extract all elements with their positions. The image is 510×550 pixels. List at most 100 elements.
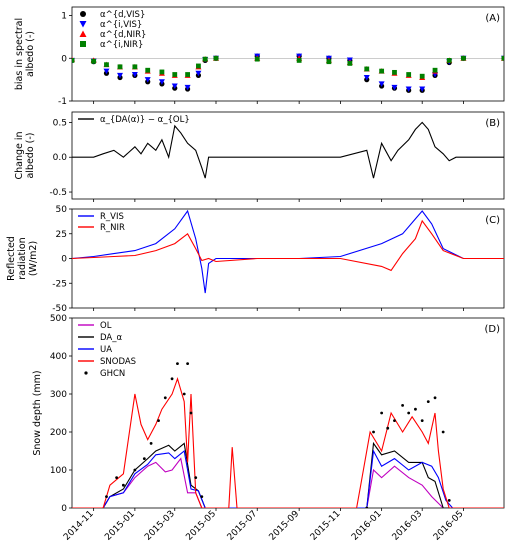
legend-entry: R_NIR — [78, 223, 125, 233]
x-tick-labels: 2014-11 2015-01 2015-03 2015-05 2015-07 2015-… — [62, 509, 465, 543]
y-tick-label: -50 — [52, 304, 67, 314]
x-tick-label: 2014-11 — [62, 509, 96, 543]
series-line — [72, 121, 504, 179]
data-point — [91, 58, 97, 64]
x-tick-label: 2015-01 — [103, 509, 137, 543]
data-point — [145, 67, 151, 73]
plot-area — [72, 209, 504, 294]
ghcn-point — [105, 495, 108, 498]
ghcn-point — [194, 476, 198, 479]
data-point — [72, 58, 75, 63]
data-point — [364, 66, 370, 72]
legend-label: α_{DA(α)} − α_{OL} — [100, 115, 190, 125]
data-point — [446, 58, 452, 63]
legend-label: α^{i,NIR} — [100, 40, 143, 50]
ghcn-point — [441, 430, 445, 434]
y-axis-label: (W/m2) — [28, 241, 39, 276]
ghcn-point — [365, 506, 369, 508]
x-tick-label: 2015-11 — [309, 509, 343, 543]
series-line — [72, 219, 504, 272]
data-point — [392, 69, 397, 75]
y-tick-label: 1 — [61, 12, 67, 22]
data-point — [131, 72, 138, 78]
legend-label: α^{d,NIR} — [100, 30, 146, 40]
legend-label: UA — [100, 345, 112, 355]
data-point — [432, 67, 438, 73]
legend-label: α^{d,VIS} — [100, 10, 145, 20]
ghcn-point — [163, 396, 167, 400]
y-axis-label: albedo (-) — [25, 132, 36, 178]
data-point — [406, 72, 412, 77]
legend-entry: DA_α — [78, 333, 122, 343]
legend-label: R_VIS — [100, 212, 124, 222]
y-tick-label: 0 — [61, 255, 67, 265]
ghcn-point — [133, 468, 137, 472]
legend-entry: α^{d,NIR} — [79, 30, 146, 40]
panel-d: 500 400 300 200 100 0 Snow depth (mm) (D) OL DA_α… — [32, 314, 505, 514]
panel-tag: (D) — [484, 324, 500, 335]
data-point — [196, 63, 201, 69]
ghcn-point — [433, 396, 437, 400]
y-tick-label: 0.0 — [53, 153, 68, 163]
legend-entry: α_{DA(α)} − α_{OL} — [78, 115, 190, 125]
ghcn-point — [142, 457, 146, 460]
ghcn-point — [157, 419, 160, 422]
data-point — [158, 79, 165, 85]
y-tick-label: 0.5 — [53, 118, 67, 128]
y-axis-label: Change in — [14, 131, 25, 179]
data-point — [461, 55, 466, 61]
data-point — [159, 69, 165, 75]
ghcn-point — [200, 495, 204, 498]
legend-entry: GHCN — [84, 369, 125, 379]
x-tick-label: 2015-09 — [268, 509, 302, 543]
y-tick-label: -25 — [52, 279, 67, 289]
legend-entry: α^{i,NIR} — [80, 40, 143, 50]
legend-entry: α^{i,VIS} — [79, 20, 142, 30]
y-tick-label: 0 — [61, 54, 67, 64]
ghcn-point — [149, 442, 153, 445]
series-line — [72, 377, 504, 508]
legend-label: α^{i,VIS} — [100, 20, 142, 30]
data-point — [195, 70, 202, 77]
ghcn-point — [420, 419, 424, 422]
data-point — [419, 86, 426, 93]
data-point — [172, 72, 178, 77]
data-point — [296, 58, 302, 63]
y-tick-label: 50 — [56, 205, 68, 215]
y-tick-label: 500 — [50, 314, 67, 324]
ghcn-point — [189, 411, 193, 415]
panel-a: 1 0 -1 bias in spectral albedo (-) (A) α^{d,VI… — [14, 6, 505, 107]
data-point — [117, 72, 123, 79]
y-tick-label: -1 — [58, 97, 67, 107]
x-tick-label: 2015-03 — [143, 509, 177, 543]
data-point — [144, 77, 151, 83]
y-tick-label: -0.5 — [49, 188, 67, 198]
legend-entry: SNODAS — [78, 357, 136, 367]
legend-label: OL — [100, 321, 112, 331]
y-tick-label: 400 — [50, 352, 67, 362]
data-point — [254, 56, 260, 62]
data-point — [132, 64, 138, 70]
ghcn-point — [170, 377, 174, 381]
data-point — [501, 55, 504, 61]
x-tick-label: 2015-07 — [226, 509, 260, 543]
ghcn-point — [121, 483, 125, 487]
ghcn-point — [407, 411, 411, 415]
ghcn-point — [386, 426, 390, 430]
y-axis-label: albedo (-) — [25, 31, 36, 77]
data-point — [391, 84, 398, 91]
plot-area — [72, 53, 504, 93]
data-point — [184, 84, 191, 91]
y-axis-label: Snow depth (mm) — [32, 370, 43, 455]
data-point — [363, 75, 370, 81]
y-axis-label: Reflected — [6, 236, 17, 281]
data-point — [213, 55, 219, 61]
ghcn-point — [186, 362, 190, 365]
y-tick-label: 100 — [50, 466, 67, 476]
legend-label: GHCN — [100, 369, 125, 379]
data-point — [419, 73, 425, 79]
panel-tag: (C) — [485, 215, 500, 226]
plot-area — [72, 362, 504, 508]
data-point — [326, 59, 332, 65]
